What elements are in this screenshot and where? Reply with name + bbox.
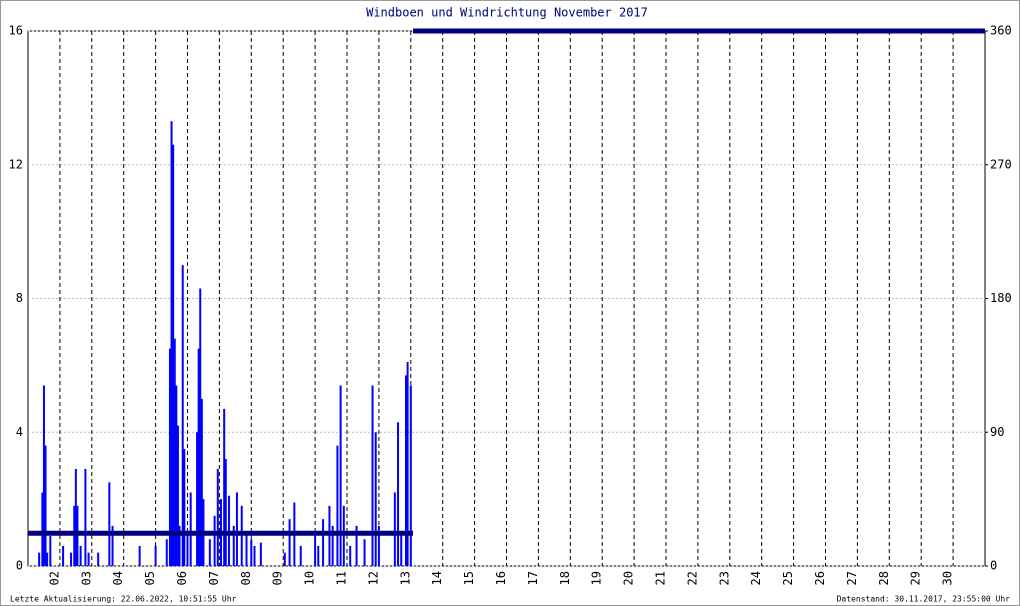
x-tick-label: 11: [335, 571, 349, 585]
x-tick-label: 06: [175, 571, 189, 585]
y2-tick-label: 90: [990, 425, 1004, 439]
x-tick-label: 03: [79, 571, 93, 585]
y-tick-label: 8: [16, 291, 23, 305]
x-tick-label: 21: [654, 571, 668, 585]
x-tick-label: 16: [494, 571, 508, 585]
x-tick-label: 29: [909, 571, 923, 585]
x-tick-label: 04: [111, 571, 125, 585]
x-tick-label: 05: [143, 571, 157, 585]
x-tick-label: 24: [749, 571, 763, 585]
y-tick-label: 4: [16, 425, 23, 439]
x-tick-label: 20: [622, 571, 636, 585]
x-tick-label: 23: [717, 571, 731, 585]
y2-tick-label: 360: [990, 24, 1012, 38]
y-tick-label: 12: [9, 157, 23, 171]
x-tick-label: 18: [558, 571, 572, 585]
y2-tick-label: 0: [990, 559, 997, 573]
x-tick-label: 10: [303, 571, 317, 585]
chart-title: Windboen und Windrichtung November 2017: [366, 6, 648, 20]
x-tick-label: 30: [941, 571, 955, 585]
x-tick-label: 13: [398, 571, 412, 585]
footer-right: Datenstand: 30.11.2017, 23:55:00 Uhr: [837, 595, 1011, 604]
x-tick-label: 09: [271, 571, 285, 585]
footer-left: Letzte Aktualisierung: 22.06.2022, 10:51…: [10, 595, 237, 604]
x-tick-label: 14: [430, 571, 444, 585]
x-tick-label: 26: [813, 571, 827, 585]
x-tick-label: 22: [685, 571, 699, 585]
x-tick-label: 12: [366, 571, 380, 585]
x-tick-label: 02: [47, 571, 61, 585]
x-tick-label: 17: [526, 571, 540, 585]
x-tick-label: 25: [781, 571, 795, 585]
x-tick-label: 19: [590, 571, 604, 585]
x-tick-label: 08: [239, 571, 253, 585]
x-tick-label: 27: [845, 571, 859, 585]
y2-tick-label: 180: [990, 291, 1012, 305]
x-tick-label: 15: [462, 571, 476, 585]
x-tick-label: 07: [207, 571, 221, 585]
y2-tick-label: 270: [990, 157, 1012, 171]
x-tick-label: 28: [877, 571, 891, 585]
y-tick-label: 16: [9, 24, 23, 38]
y-tick-label: 0: [16, 559, 23, 573]
